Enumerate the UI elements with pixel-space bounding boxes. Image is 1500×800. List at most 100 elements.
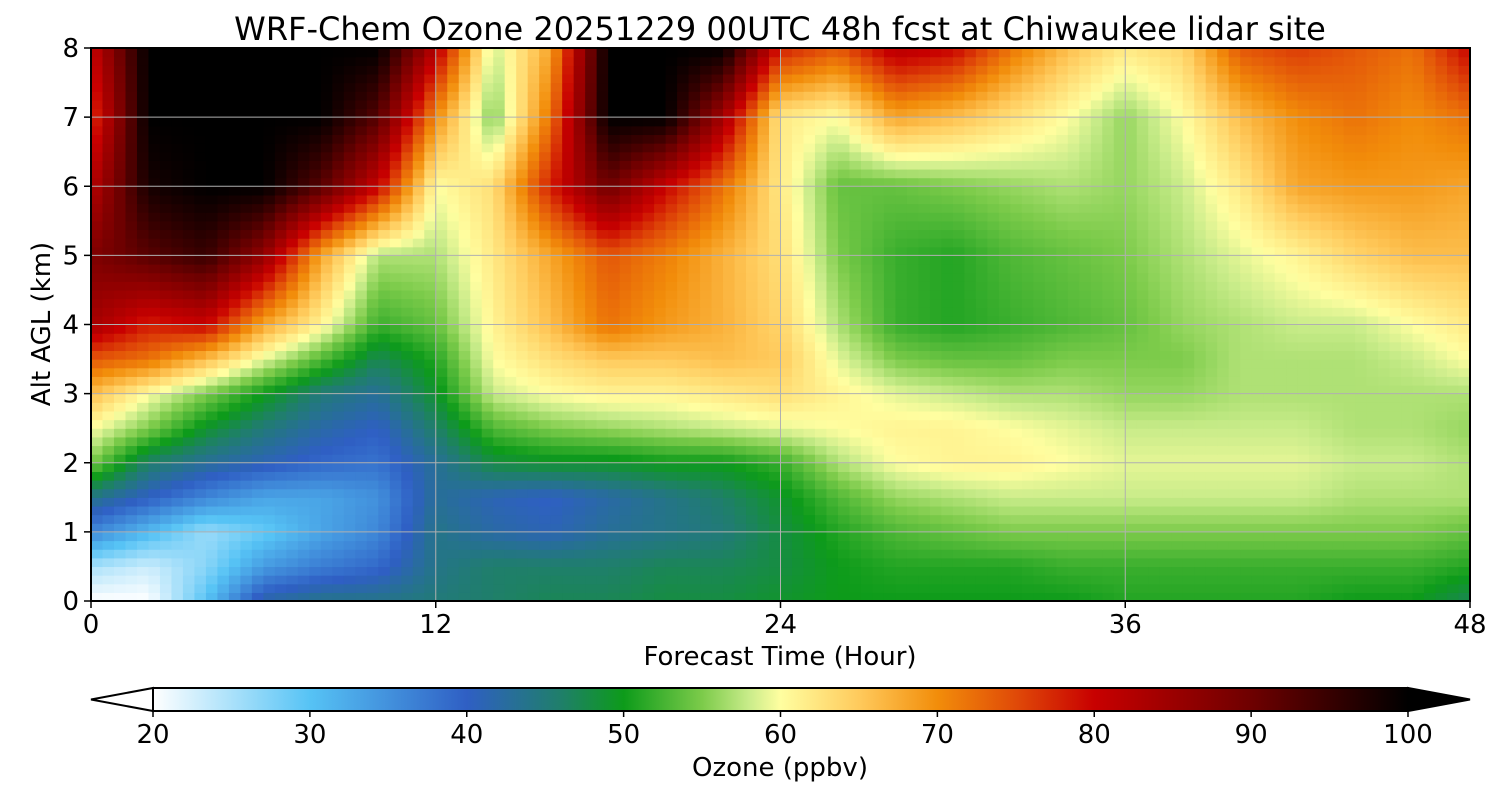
ozone-cell — [585, 341, 598, 352]
ozone-cell — [746, 255, 759, 265]
ozone-cell — [125, 367, 138, 377]
ozone-cell — [113, 419, 127, 429]
ozone-cell — [1389, 333, 1402, 343]
ozone-cell — [309, 246, 322, 256]
ozone-cell — [619, 497, 632, 507]
ozone-cell — [1401, 272, 1414, 282]
ozone-cell — [320, 367, 333, 377]
ozone-cell — [1217, 583, 1230, 593]
ozone-cell — [872, 376, 885, 386]
ozone-cell — [1355, 402, 1368, 412]
ozone-cell — [929, 531, 942, 542]
ozone-cell — [929, 505, 942, 516]
ozone-cell — [113, 376, 127, 386]
ozone-cell — [355, 419, 368, 429]
ozone-cell — [539, 410, 552, 421]
ozone-cell — [1021, 315, 1034, 326]
ozone-cell — [91, 402, 104, 412]
ozone-cell — [1263, 540, 1276, 550]
ozone-cell — [470, 350, 483, 360]
ozone-cell — [1424, 549, 1437, 559]
ozone-cell — [1102, 324, 1115, 334]
ozone-cell — [1136, 341, 1149, 352]
ozone-cell — [527, 549, 540, 559]
ozone-cell — [1458, 471, 1470, 481]
ozone-cell — [1378, 583, 1391, 593]
ozone-cell — [458, 350, 471, 360]
ozone-cell — [228, 307, 241, 317]
ozone-cell — [516, 566, 529, 576]
ozone-cell — [539, 428, 552, 438]
ozone-cell — [182, 480, 196, 490]
ozone-cell — [883, 402, 897, 412]
ozone-cell — [1435, 505, 1448, 516]
ozone-cell — [332, 393, 345, 403]
ozone-cell — [125, 436, 138, 447]
ozone-cell — [240, 376, 253, 386]
ozone-cell — [332, 480, 345, 490]
ozone-cell — [217, 497, 230, 507]
ozone-cell — [1205, 514, 1218, 524]
ozone-cell — [688, 566, 701, 576]
ozone-cell — [1010, 471, 1023, 481]
ozone-cell — [941, 367, 954, 377]
ozone-cell — [1366, 505, 1379, 516]
ozone-cell — [964, 488, 977, 498]
ozone-cell — [355, 393, 368, 403]
ozone-cell — [1274, 480, 1287, 490]
ozone-cell — [297, 566, 310, 576]
ozone-cell — [194, 566, 207, 576]
ozone-cell — [837, 350, 851, 360]
ozone-cell — [1251, 359, 1264, 369]
ozone-cell — [217, 307, 230, 317]
ozone-cell — [1286, 445, 1299, 455]
ozone-cell — [1286, 264, 1299, 274]
ozone-cell — [378, 393, 391, 403]
ozone-cell — [642, 428, 655, 438]
ozone-cell — [102, 281, 115, 291]
ozone-cell — [1366, 488, 1379, 498]
ozone-cell — [585, 238, 598, 248]
ozone-cell — [182, 540, 196, 550]
ozone-cell — [470, 298, 483, 308]
ozone-cell — [895, 402, 908, 412]
ozone-cell — [757, 246, 770, 256]
ozone-cell — [297, 531, 310, 542]
ozone-cell — [918, 341, 931, 352]
ozone-cell — [826, 471, 839, 481]
ozone-cell — [987, 255, 1000, 265]
ozone-cell — [378, 436, 391, 447]
ozone-cell — [297, 505, 310, 516]
ozone-cell — [791, 583, 805, 593]
ozone-cell — [1033, 359, 1046, 369]
ozone-cell — [1309, 462, 1322, 472]
ozone-cell — [205, 445, 219, 455]
ozone-cell — [654, 428, 667, 438]
ozone-cell — [1044, 246, 1057, 256]
ozone-cell — [700, 497, 713, 507]
ozone-cell — [435, 238, 448, 248]
ozone-cell — [1263, 376, 1276, 386]
ozone-cell — [1447, 281, 1460, 291]
ozone-cell — [1113, 454, 1126, 464]
ozone-cell — [1286, 246, 1299, 256]
ozone-cell — [1113, 289, 1126, 300]
ozone-cell — [1263, 531, 1276, 542]
ozone-cell — [1251, 376, 1264, 386]
ozone-cell — [987, 350, 1000, 360]
ozone-cell — [642, 255, 655, 265]
ozone-cell — [837, 384, 851, 395]
ozone-cell — [711, 583, 724, 593]
ozone-cell — [665, 575, 678, 585]
ozone-cell — [297, 410, 310, 421]
ozone-cell — [1240, 393, 1253, 403]
ozone-cell — [1033, 549, 1046, 559]
ozone-cell — [619, 575, 632, 585]
ozone-cell — [470, 514, 483, 524]
ozone-cell — [780, 445, 793, 455]
ozone-cell — [493, 454, 506, 464]
ozone-cell — [447, 557, 460, 568]
ozone-cell — [906, 376, 919, 386]
ozone-cell — [654, 393, 667, 403]
ozone-cell — [1217, 531, 1230, 542]
